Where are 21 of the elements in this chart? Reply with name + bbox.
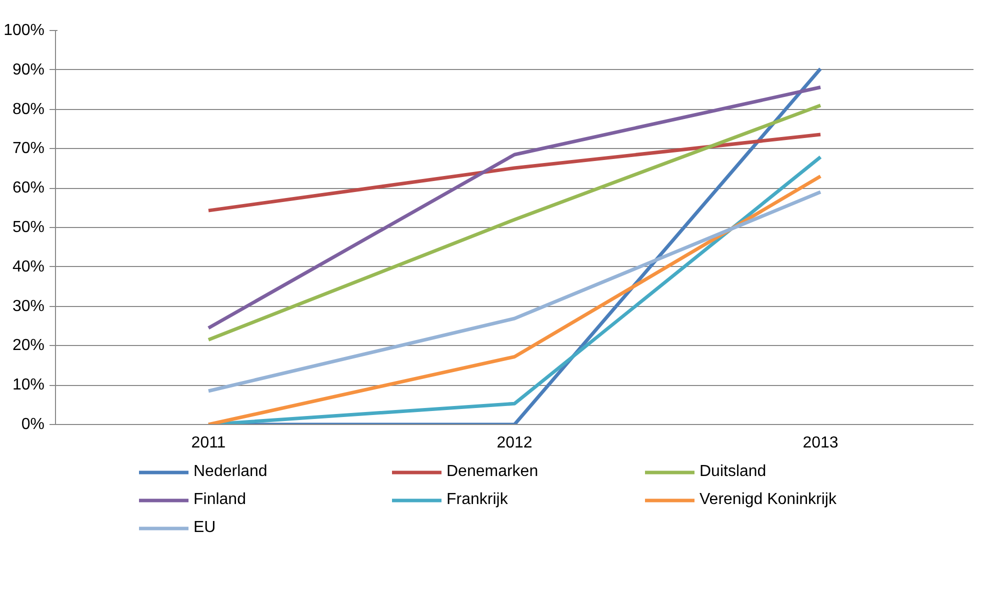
- y-tick-label: 100%: [4, 22, 44, 39]
- y-tick-label: 80%: [12, 100, 45, 118]
- y-tick-label: 0%: [21, 416, 44, 433]
- y-tick-label: 40%: [12, 258, 45, 276]
- y-tick-label: 90%: [12, 61, 45, 78]
- legend-label: Frankrijk: [446, 491, 509, 509]
- x-tick-label: 2012: [496, 434, 532, 452]
- y-tick-label: 70%: [12, 140, 45, 158]
- legend-label: Finland: [194, 491, 247, 509]
- legend-label: EU: [194, 519, 217, 537]
- x-tick-label: 2013: [802, 434, 838, 452]
- legend-label: Verenigd Koninkrijk: [700, 491, 838, 509]
- y-tick-label: 30%: [12, 298, 45, 315]
- y-tick-label: 20%: [12, 337, 45, 354]
- legend-label: Denemarken: [446, 463, 540, 481]
- legend-label: Nederland: [194, 463, 268, 481]
- legend-label: Duitsland: [700, 463, 768, 481]
- y-tick-label: 60%: [12, 180, 45, 197]
- y-tick-label: 10%: [12, 376, 45, 394]
- x-tick-label: 2011: [191, 434, 226, 452]
- y-tick-label: 50%: [12, 219, 45, 236]
